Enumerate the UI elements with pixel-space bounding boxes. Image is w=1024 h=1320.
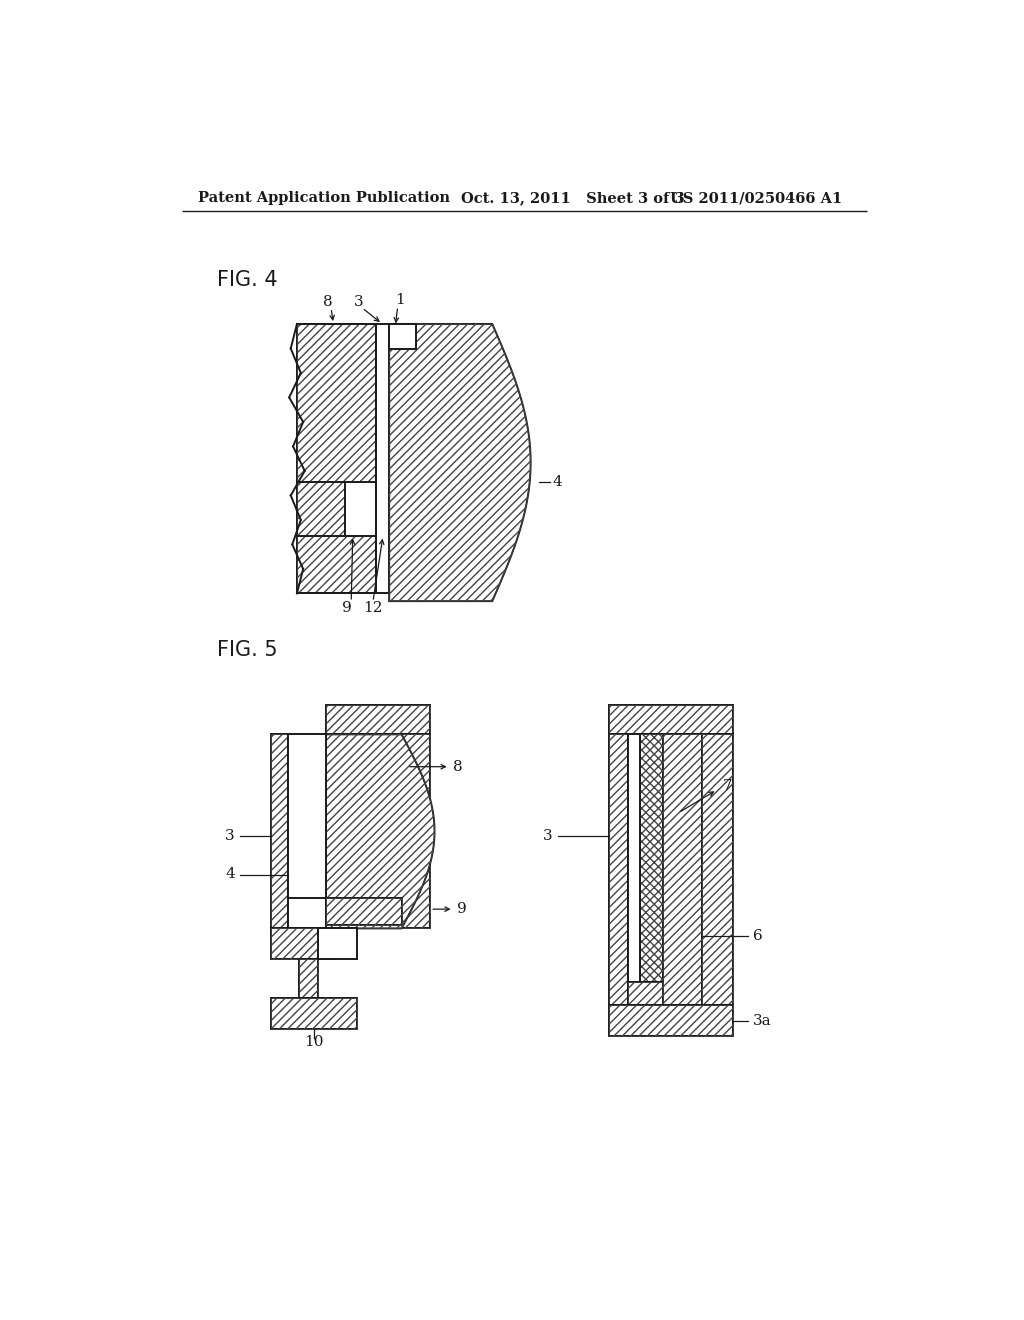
Text: 4: 4 <box>225 867 234 882</box>
Text: US 2011/0250466 A1: US 2011/0250466 A1 <box>671 191 843 206</box>
Polygon shape <box>701 734 732 1006</box>
Text: 4: 4 <box>553 475 562 488</box>
Polygon shape <box>389 323 400 351</box>
Text: 3: 3 <box>543 829 553 843</box>
Polygon shape <box>663 734 701 1006</box>
Text: FIG. 5: FIG. 5 <box>217 640 278 660</box>
Polygon shape <box>376 323 389 594</box>
Polygon shape <box>345 482 376 536</box>
Polygon shape <box>317 928 356 960</box>
Text: Patent Application Publication: Patent Application Publication <box>198 191 450 206</box>
Polygon shape <box>389 323 530 601</box>
Text: 9: 9 <box>342 601 352 615</box>
Text: 6: 6 <box>753 929 763 942</box>
Text: 8: 8 <box>324 294 333 309</box>
Polygon shape <box>389 323 417 350</box>
Polygon shape <box>401 734 430 928</box>
Polygon shape <box>299 960 317 998</box>
Text: FIG. 4: FIG. 4 <box>217 271 278 290</box>
Text: 1: 1 <box>395 293 404 308</box>
Text: 7: 7 <box>723 779 733 793</box>
Polygon shape <box>326 705 430 734</box>
Polygon shape <box>271 998 356 1028</box>
Polygon shape <box>628 734 640 982</box>
Polygon shape <box>271 928 330 960</box>
Text: 3: 3 <box>354 294 364 309</box>
Text: 3a: 3a <box>753 1014 771 1028</box>
Text: 9: 9 <box>458 902 467 916</box>
Text: 10: 10 <box>304 1035 324 1049</box>
Polygon shape <box>608 705 732 734</box>
Polygon shape <box>297 323 376 594</box>
Polygon shape <box>271 734 289 932</box>
Polygon shape <box>608 1006 732 1036</box>
Polygon shape <box>628 982 663 1006</box>
Polygon shape <box>326 898 401 924</box>
Polygon shape <box>608 734 628 1006</box>
Text: 8: 8 <box>454 760 463 774</box>
Text: 3: 3 <box>225 829 234 843</box>
Polygon shape <box>640 734 663 982</box>
Text: 12: 12 <box>364 601 383 615</box>
Text: Oct. 13, 2011   Sheet 3 of 3: Oct. 13, 2011 Sheet 3 of 3 <box>461 191 685 206</box>
Polygon shape <box>326 734 434 928</box>
Polygon shape <box>289 734 326 928</box>
